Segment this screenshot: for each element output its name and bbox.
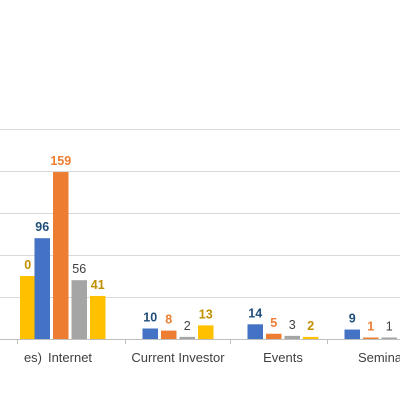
bar-2-1 (34, 238, 50, 339)
bar-4-4 (303, 336, 319, 339)
data-label-3-4: 13 (199, 307, 213, 321)
data-label-5-3: 1 (386, 320, 393, 334)
data-label-4-1: 14 (248, 306, 262, 320)
bar-4-3 (284, 335, 300, 339)
category-axis: es) Internet Current Investor Events Semina (17, 339, 400, 365)
bar-3-3 (179, 336, 195, 339)
bar-3-1 (142, 328, 158, 339)
data-label-4-2: 5 (270, 316, 277, 330)
bar-2-4 (90, 295, 106, 339)
bar-4-1 (247, 324, 263, 339)
data-label-1-4: 0 (24, 258, 31, 272)
bar-4-2 (266, 333, 282, 339)
data-label-2-2: 159 (50, 154, 71, 168)
data-label-4-3: 3 (289, 318, 296, 332)
bars (20, 172, 397, 339)
data-label-2-3: 56 (72, 262, 86, 276)
bar-2-2 (53, 172, 69, 339)
category-label-1: es) (24, 350, 42, 365)
data-label-2-4: 41 (91, 278, 105, 292)
bar-5-1 (344, 329, 360, 339)
bar-5-3 (381, 337, 397, 339)
bar-2-3 (71, 280, 87, 339)
category-label-4: Events (263, 350, 303, 365)
data-label-4-4: 2 (307, 319, 314, 333)
category-label-3: Current Investor (131, 350, 225, 365)
bar-1-4 (20, 276, 36, 339)
data-label-5-1: 9 (349, 312, 356, 326)
bar-3-2 (161, 330, 177, 339)
data-label-2-1: 96 (35, 220, 49, 234)
category-label-5: Semina (358, 350, 400, 365)
data-label-3-1: 10 (143, 311, 157, 325)
data-label-5-2: 1 (367, 320, 374, 334)
data-label-3-3: 2 (184, 319, 191, 333)
bar-3-4 (198, 325, 214, 339)
data-label-3-2: 8 (165, 313, 172, 327)
category-label-2: Internet (48, 350, 92, 365)
bar-5-2 (363, 337, 379, 339)
